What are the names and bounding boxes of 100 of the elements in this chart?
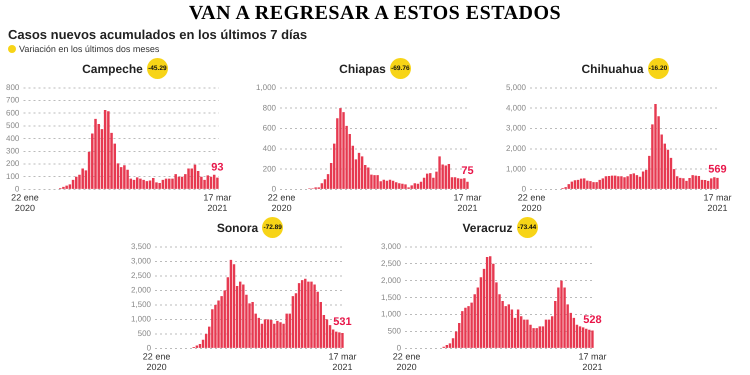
- bar: [588, 330, 591, 348]
- y-tick-label: 1,500: [130, 300, 152, 310]
- text: Casos nuevos acumulados en los últimos 7 días: [8, 27, 308, 42]
- bar: [367, 168, 370, 189]
- bar: [285, 314, 288, 348]
- bar: [706, 180, 710, 189]
- bar: [526, 320, 529, 348]
- bar: [132, 180, 136, 189]
- bar: [585, 328, 588, 348]
- bar: [164, 178, 168, 189]
- bar: [120, 167, 122, 189]
- bar: [139, 178, 142, 189]
- data-label: 569: [708, 164, 727, 176]
- bar: [591, 330, 594, 348]
- bar: [266, 319, 270, 348]
- y-tick-label: 3,000: [506, 124, 527, 133]
- y-tick-label: 4,000: [506, 103, 527, 112]
- bar: [341, 332, 344, 348]
- data-label: 528: [583, 314, 602, 326]
- bar: [211, 309, 214, 348]
- bar: [716, 178, 719, 189]
- bar: [72, 180, 74, 189]
- bar: [604, 176, 608, 189]
- bar: [304, 278, 306, 348]
- x-tick-label: 22 ene 2020: [268, 192, 296, 214]
- y-tick-label: 500: [6, 121, 20, 130]
- bar: [466, 182, 469, 189]
- bar: [68, 184, 72, 189]
- bar: [426, 174, 428, 189]
- bar: [386, 180, 388, 189]
- bar: [582, 327, 584, 348]
- x-tick-label: 17 mar 2021: [703, 192, 732, 214]
- bar: [636, 175, 638, 189]
- bar: [523, 320, 526, 348]
- y-tick-label: 0: [14, 184, 20, 194]
- bar: [162, 180, 164, 189]
- bar: [276, 320, 279, 348]
- bar: [394, 182, 398, 189]
- y-tick-label: 300: [6, 146, 20, 156]
- bar: [410, 185, 413, 189]
- bar: [448, 164, 450, 189]
- bar: [489, 256, 492, 348]
- bar: [416, 184, 420, 189]
- text: Variación en los últimos dos meses: [19, 44, 160, 54]
- bar: [239, 282, 242, 348]
- bar: [212, 174, 216, 189]
- bar: [203, 180, 206, 189]
- bar: [148, 180, 152, 189]
- data-label: 75: [461, 164, 474, 177]
- y-tick-label: 200: [262, 164, 277, 174]
- x-tick-label: 22 ene 2020: [142, 351, 170, 372]
- y-tick-label: 2,000: [506, 144, 527, 153]
- y-tick-label: 1,500: [380, 292, 402, 302]
- bar: [580, 178, 582, 189]
- x-tick-label: 17 mar 2021: [203, 192, 232, 214]
- y-tick-label: 0: [522, 184, 527, 194]
- bar: [694, 176, 697, 189]
- bar: [532, 328, 535, 348]
- bar: [535, 328, 538, 348]
- bar: [210, 176, 212, 189]
- bar: [382, 180, 386, 189]
- x-tick-label: 17 mar 2021: [328, 351, 356, 372]
- y-tick-label: 400: [6, 134, 20, 143]
- bar: [586, 180, 589, 189]
- bar: [242, 284, 245, 348]
- bar: [446, 345, 448, 348]
- bar: [704, 180, 706, 189]
- bar: [300, 280, 304, 348]
- bar: [679, 178, 682, 189]
- bar: [107, 111, 110, 189]
- y-tick-label: 800: [262, 103, 277, 112]
- bar: [398, 183, 401, 189]
- bar: [710, 178, 712, 189]
- y-tick-label: 100: [6, 172, 20, 181]
- y-tick-label: 2,500: [130, 271, 152, 280]
- y-tick-label: 2,000: [130, 286, 152, 295]
- bar: [570, 182, 574, 189]
- bar: [339, 108, 342, 189]
- bar: [75, 176, 78, 189]
- bar: [142, 180, 145, 189]
- bar: [610, 176, 614, 189]
- y-tick-label: 1,000: [256, 83, 277, 92]
- y-tick-label: 5,000: [506, 83, 527, 92]
- bar: [414, 183, 416, 189]
- x-tick-label: 22 ene 2020: [392, 351, 420, 372]
- bar: [617, 176, 620, 189]
- bar: [698, 176, 700, 189]
- bar: [298, 283, 300, 348]
- bar: [174, 174, 177, 189]
- bar: [583, 178, 586, 189]
- bar: [187, 168, 190, 189]
- bar: [155, 182, 158, 189]
- bar: [216, 178, 219, 189]
- y-tick-label: 1,000: [380, 310, 402, 319]
- y-tick-label: 1,000: [506, 164, 527, 174]
- chart-title: Campeche: [82, 62, 143, 76]
- y-tick-label: 400: [262, 144, 277, 153]
- bar: [123, 165, 126, 189]
- bar: [94, 118, 97, 189]
- bar: [376, 175, 379, 189]
